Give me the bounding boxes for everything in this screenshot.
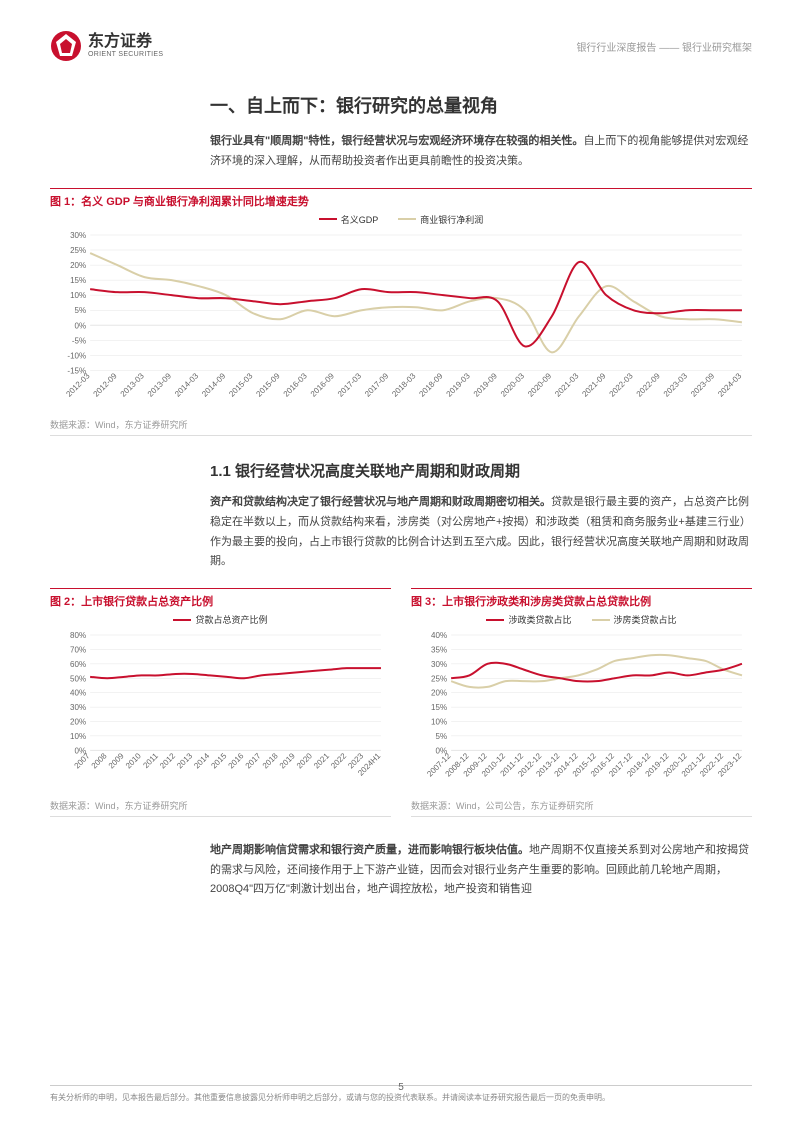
svg-text:2020-09: 2020-09 [526, 371, 554, 399]
figure-2: 图 2：上市银行贷款占总资产比例 贷款占总资产比例 0%10%20%30%40%… [50, 588, 391, 816]
logo-text-cn: 东方证券 [88, 33, 163, 51]
figure-1: 图 1：名义 GDP 与商业银行净利润累计同比增速走势 名义GDP 商业银行净利… [50, 188, 752, 437]
logo-icon [50, 30, 82, 62]
svg-text:2018-03: 2018-03 [390, 371, 418, 399]
svg-text:2020: 2020 [295, 751, 314, 770]
body-para-3: 地产周期影响信贷需求和银行资产质量，进而影响银行板块估值。地产周期不仅直接关系到… [210, 841, 752, 900]
svg-text:70%: 70% [70, 646, 86, 655]
figure-2-legend: 贷款占总资产比例 [50, 613, 391, 626]
figure-3: 图 3：上市银行涉政类和涉房类贷款占总贷款比例 涉政类贷款占比 涉房类贷款占比 … [411, 588, 752, 816]
svg-text:50%: 50% [70, 675, 86, 684]
svg-text:2009: 2009 [107, 751, 126, 770]
svg-text:5%: 5% [436, 732, 448, 741]
logo: 东方证券 ORIENT SECURITIES [50, 30, 163, 62]
svg-text:20%: 20% [70, 718, 86, 727]
figure-3-chart: 0%5%10%15%20%25%30%35%40%2007-122008-122… [411, 630, 752, 790]
figure-1-source: 数据来源：Wind，东方证券研究所 [50, 418, 752, 431]
page-header: 东方证券 ORIENT SECURITIES 银行行业深度报告 —— 银行业研究… [50, 30, 752, 62]
svg-text:2015: 2015 [209, 751, 228, 770]
svg-text:20%: 20% [431, 689, 447, 698]
svg-text:5%: 5% [75, 306, 87, 315]
svg-text:35%: 35% [431, 646, 447, 655]
section-title: 一、自上而下：银行研究的总量视角 [210, 92, 752, 118]
svg-text:2013-03: 2013-03 [119, 371, 147, 399]
figure-2-chart: 0%10%20%30%40%50%60%70%80%20072008200920… [50, 630, 391, 790]
svg-text:2023-03: 2023-03 [662, 371, 690, 399]
svg-text:10%: 10% [70, 732, 86, 741]
svg-text:25%: 25% [431, 675, 447, 684]
svg-text:-5%: -5% [72, 336, 86, 345]
svg-text:2019: 2019 [278, 751, 297, 770]
svg-text:10%: 10% [70, 291, 86, 300]
figure-3-source: 数据来源：Wind，公司公告，东方证券研究所 [411, 799, 752, 812]
breadcrumb: 银行行业深度报告 —— 银行业研究框架 [576, 39, 752, 54]
svg-text:-10%: -10% [67, 351, 86, 360]
svg-text:2012-09: 2012-09 [92, 371, 120, 399]
figure-1-title: 图 1：名义 GDP 与商业银行净利润累计同比增速走势 [50, 193, 752, 209]
svg-text:2011: 2011 [141, 751, 160, 770]
svg-text:2022-03: 2022-03 [608, 371, 636, 399]
page-number: 5 [50, 1082, 752, 1093]
svg-text:2016: 2016 [227, 751, 246, 770]
figure-3-title: 图 3：上市银行涉政类和涉房类贷款占总贷款比例 [411, 593, 752, 609]
svg-text:2023-09: 2023-09 [689, 371, 717, 399]
logo-text-en: ORIENT SECURITIES [88, 51, 163, 59]
svg-text:2018-09: 2018-09 [417, 371, 445, 399]
subsection-para: 资产和贷款结构决定了银行经营状况与地产周期和财政周期密切相关。贷款是银行最主要的… [210, 493, 752, 572]
svg-text:2017: 2017 [244, 751, 263, 770]
svg-text:20%: 20% [70, 261, 86, 270]
figure-2-title: 图 2：上市银行贷款占总资产比例 [50, 593, 391, 609]
svg-text:30%: 30% [70, 231, 86, 240]
page-footer: 有关分析师的申明，见本报告最后部分。其他重要信息披露见分析师申明之后部分，或请与… [50, 1085, 752, 1103]
svg-text:2015-03: 2015-03 [227, 371, 255, 399]
svg-text:2021: 2021 [312, 751, 331, 770]
svg-text:2021-09: 2021-09 [580, 371, 608, 399]
svg-text:2019-09: 2019-09 [472, 371, 500, 399]
svg-text:2012: 2012 [158, 751, 177, 770]
svg-text:2018: 2018 [261, 751, 280, 770]
svg-text:60%: 60% [70, 660, 86, 669]
svg-text:2013-09: 2013-09 [146, 371, 174, 399]
svg-text:30%: 30% [431, 660, 447, 669]
svg-text:2013: 2013 [175, 751, 194, 770]
svg-text:2020-03: 2020-03 [499, 371, 527, 399]
svg-text:2014-09: 2014-09 [200, 371, 228, 399]
svg-text:2008: 2008 [90, 751, 109, 770]
svg-text:2017-03: 2017-03 [336, 371, 364, 399]
svg-text:2014-03: 2014-03 [173, 371, 201, 399]
figure-3-legend: 涉政类贷款占比 涉房类贷款占比 [411, 613, 752, 626]
svg-text:25%: 25% [70, 246, 86, 255]
svg-text:2015-09: 2015-09 [254, 371, 282, 399]
figure-1-chart: -15%-10%-5%0%5%10%15%20%25%30%2012-03201… [50, 230, 752, 411]
svg-text:2010: 2010 [124, 751, 143, 770]
svg-text:2014: 2014 [192, 751, 211, 770]
svg-text:10%: 10% [431, 718, 447, 727]
svg-text:2022-09: 2022-09 [635, 371, 663, 399]
section-para: 银行业具有"顺周期"特性，银行经营状况与宏观经济环境存在较强的相关性。自上而下的… [210, 132, 752, 172]
svg-text:15%: 15% [70, 276, 86, 285]
svg-text:40%: 40% [431, 631, 447, 640]
svg-text:30%: 30% [70, 703, 86, 712]
svg-text:2019-03: 2019-03 [445, 371, 473, 399]
disclaimer: 有关分析师的申明，见本报告最后部分。其他重要信息披露见分析师申明之后部分，或请与… [50, 1092, 752, 1103]
subsection-title: 1.1 银行经营状况高度关联地产周期和财政周期 [210, 460, 752, 481]
svg-text:2016-03: 2016-03 [282, 371, 310, 399]
figure-2-source: 数据来源：Wind，东方证券研究所 [50, 799, 391, 812]
figure-1-legend: 名义GDP 商业银行净利润 [50, 213, 752, 226]
svg-text:2024-03: 2024-03 [716, 371, 744, 399]
svg-text:2022: 2022 [329, 751, 348, 770]
svg-text:2021-03: 2021-03 [553, 371, 581, 399]
svg-text:0%: 0% [75, 321, 87, 330]
svg-text:40%: 40% [70, 689, 86, 698]
svg-text:2016-09: 2016-09 [309, 371, 337, 399]
svg-text:2017-09: 2017-09 [363, 371, 391, 399]
svg-text:15%: 15% [431, 703, 447, 712]
svg-text:80%: 80% [70, 631, 86, 640]
